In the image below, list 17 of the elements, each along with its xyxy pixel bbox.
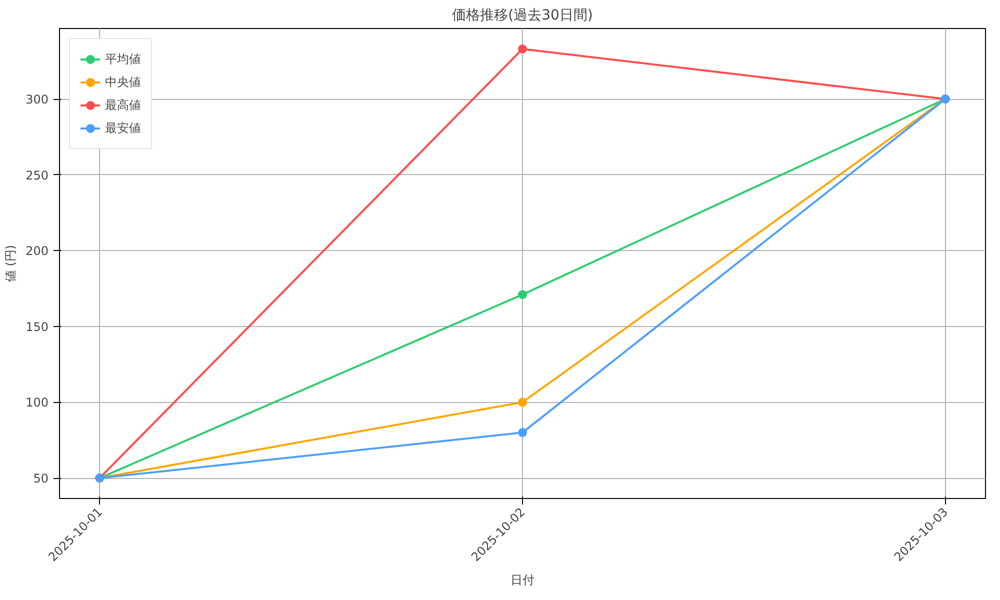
y-tick-label: 300 <box>26 92 48 106</box>
y-tick-label: 200 <box>26 244 48 258</box>
point <box>518 290 527 300</box>
point <box>518 428 527 438</box>
point <box>518 44 527 54</box>
legend-label: 最高値 <box>105 96 141 114</box>
y-tick-label: 150 <box>26 320 48 334</box>
y-tick-label: 250 <box>26 168 48 182</box>
point <box>518 398 527 407</box>
y-axis-title: 値 (円) <box>4 244 18 282</box>
y-tick-label: 50 <box>33 472 49 486</box>
legend-label: 最安値 <box>105 120 141 136</box>
legend-label: 中央値 <box>105 74 141 90</box>
y-tick-label: 100 <box>26 396 48 410</box>
x-axis-title: 日付 <box>510 573 534 588</box>
chart-title: 価格推移(過去30日間) <box>452 8 593 24</box>
legend-label: 平均値 <box>105 50 141 68</box>
